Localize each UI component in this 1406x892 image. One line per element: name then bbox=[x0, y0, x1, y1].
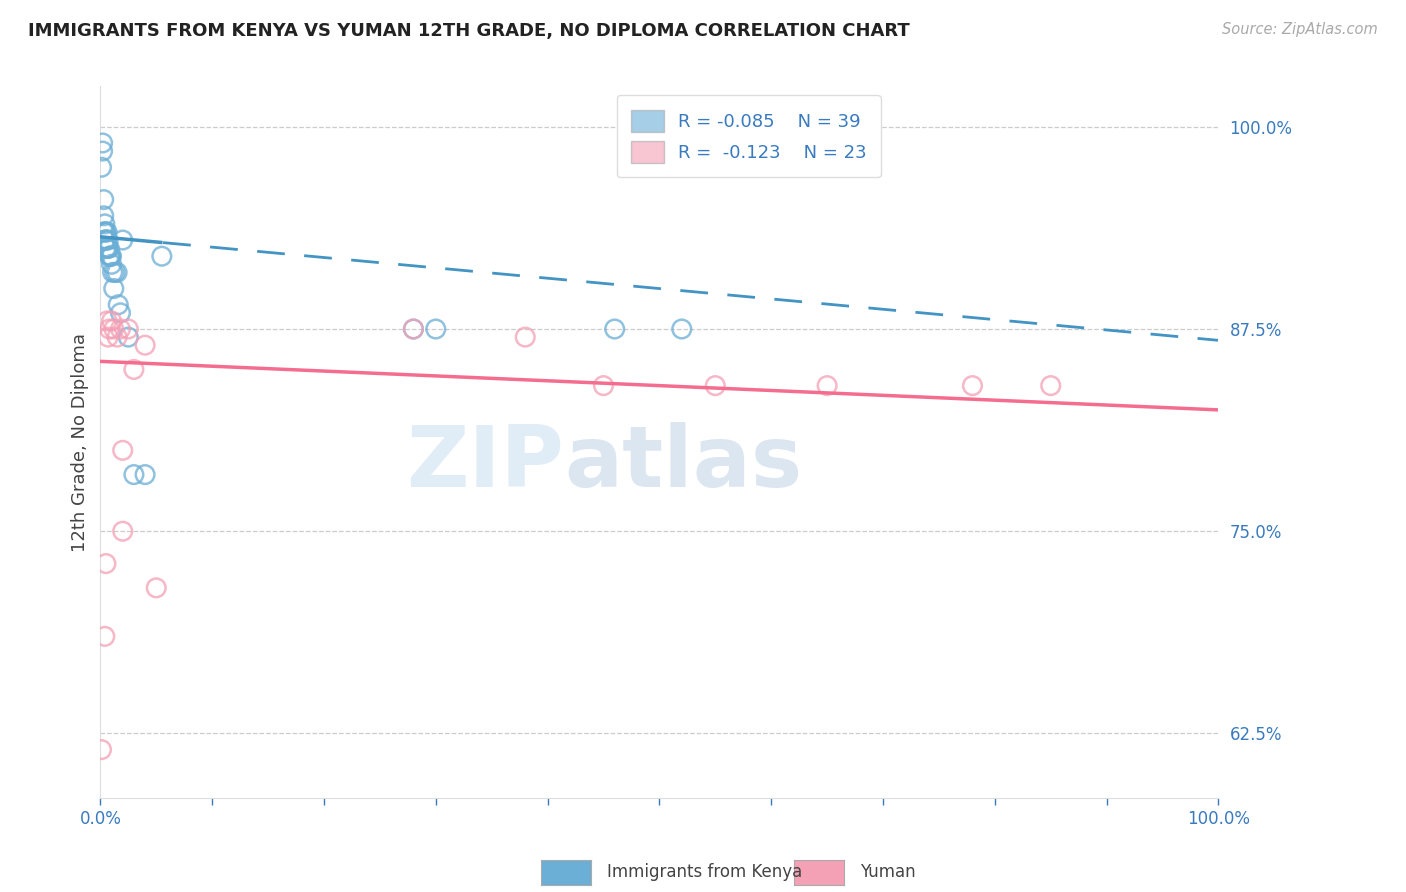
Point bbox=[97, 241, 120, 255]
Text: atlas: atlas bbox=[564, 422, 803, 505]
Point bbox=[101, 265, 124, 279]
Point bbox=[94, 233, 117, 247]
Point bbox=[98, 241, 121, 255]
Text: Yuman: Yuman bbox=[860, 863, 917, 881]
Point bbox=[93, 209, 115, 223]
Point bbox=[94, 217, 117, 231]
Point bbox=[100, 249, 122, 263]
Point bbox=[98, 322, 121, 336]
Point bbox=[100, 314, 122, 328]
Point bbox=[96, 241, 118, 255]
Point bbox=[93, 193, 115, 207]
Point bbox=[100, 257, 122, 271]
Point bbox=[134, 467, 156, 482]
Point bbox=[91, 144, 114, 158]
Point bbox=[122, 467, 145, 482]
Point bbox=[105, 265, 128, 279]
Point bbox=[111, 443, 134, 458]
Point bbox=[90, 742, 112, 756]
Legend: R = -0.085    N = 39, R =  -0.123    N = 23: R = -0.085 N = 39, R = -0.123 N = 23 bbox=[617, 95, 882, 178]
Point bbox=[110, 306, 132, 320]
Point bbox=[425, 322, 447, 336]
Y-axis label: 12th Grade, No Diploma: 12th Grade, No Diploma bbox=[72, 333, 89, 552]
Point bbox=[94, 225, 117, 239]
Point bbox=[94, 225, 117, 239]
Point bbox=[150, 249, 173, 263]
Point bbox=[94, 241, 117, 255]
Point bbox=[100, 249, 122, 263]
Point bbox=[104, 265, 127, 279]
Text: Immigrants from Kenya: Immigrants from Kenya bbox=[607, 863, 803, 881]
Point bbox=[402, 322, 425, 336]
Point bbox=[103, 322, 125, 336]
Point bbox=[90, 160, 112, 174]
Point bbox=[100, 249, 122, 263]
Point bbox=[704, 378, 727, 392]
Point bbox=[93, 225, 115, 239]
Point bbox=[94, 629, 117, 643]
Point bbox=[97, 241, 120, 255]
Point bbox=[117, 330, 139, 344]
Point bbox=[110, 322, 132, 336]
Point bbox=[122, 362, 145, 376]
Point bbox=[94, 233, 117, 247]
Text: Source: ZipAtlas.com: Source: ZipAtlas.com bbox=[1222, 22, 1378, 37]
Point bbox=[96, 314, 118, 328]
Point bbox=[96, 225, 118, 239]
Point bbox=[105, 330, 128, 344]
Point bbox=[592, 378, 614, 392]
Point bbox=[97, 233, 120, 247]
Point bbox=[103, 282, 125, 296]
Point bbox=[402, 322, 425, 336]
Point bbox=[111, 524, 134, 539]
Point bbox=[94, 233, 117, 247]
Point bbox=[962, 378, 984, 392]
Point bbox=[515, 330, 537, 344]
Point bbox=[117, 322, 139, 336]
Point bbox=[107, 298, 129, 312]
Point bbox=[91, 136, 114, 150]
Point bbox=[111, 233, 134, 247]
Point bbox=[97, 330, 120, 344]
Point bbox=[134, 338, 156, 352]
Text: ZIP: ZIP bbox=[406, 422, 564, 505]
Point bbox=[1039, 378, 1062, 392]
Point bbox=[94, 557, 117, 571]
Point bbox=[145, 581, 167, 595]
Point bbox=[671, 322, 693, 336]
Point bbox=[815, 378, 838, 392]
Text: IMMIGRANTS FROM KENYA VS YUMAN 12TH GRADE, NO DIPLOMA CORRELATION CHART: IMMIGRANTS FROM KENYA VS YUMAN 12TH GRAD… bbox=[28, 22, 910, 40]
Point bbox=[603, 322, 626, 336]
Point bbox=[98, 249, 121, 263]
